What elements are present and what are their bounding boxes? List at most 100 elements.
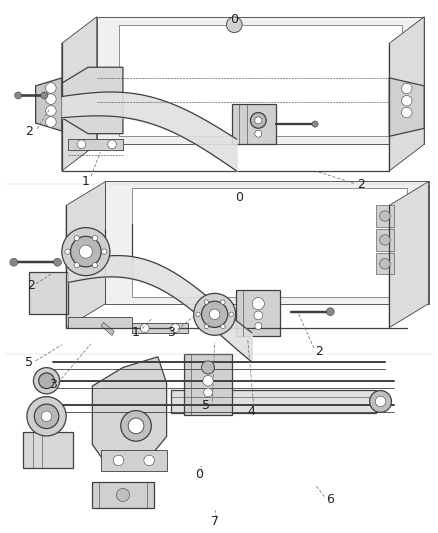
Circle shape — [113, 455, 124, 466]
Circle shape — [402, 83, 412, 94]
Polygon shape — [132, 324, 188, 333]
Circle shape — [62, 228, 110, 276]
Circle shape — [27, 397, 66, 436]
Circle shape — [312, 121, 318, 127]
Circle shape — [108, 140, 117, 149]
Polygon shape — [237, 290, 280, 336]
Polygon shape — [101, 322, 114, 336]
Circle shape — [255, 322, 262, 329]
Circle shape — [39, 373, 54, 389]
Circle shape — [402, 95, 412, 106]
Polygon shape — [232, 104, 276, 144]
Circle shape — [204, 388, 212, 397]
Circle shape — [71, 236, 101, 267]
Circle shape — [128, 418, 144, 434]
Polygon shape — [389, 17, 424, 171]
Circle shape — [251, 112, 266, 128]
Polygon shape — [376, 229, 394, 251]
Text: 0: 0 — [195, 469, 203, 481]
Circle shape — [41, 92, 48, 99]
Circle shape — [33, 368, 60, 394]
Circle shape — [65, 249, 70, 254]
Polygon shape — [376, 253, 394, 274]
Circle shape — [117, 488, 130, 502]
Polygon shape — [184, 354, 232, 415]
Text: 4: 4 — [248, 405, 256, 417]
Polygon shape — [389, 78, 424, 136]
Circle shape — [375, 396, 386, 407]
Circle shape — [380, 259, 390, 269]
Circle shape — [121, 410, 151, 441]
Text: 7: 7 — [211, 515, 219, 528]
Circle shape — [46, 106, 56, 116]
Circle shape — [380, 235, 390, 245]
Polygon shape — [171, 390, 376, 413]
Circle shape — [204, 300, 208, 304]
Circle shape — [203, 375, 213, 386]
Text: 2: 2 — [315, 345, 323, 358]
Polygon shape — [101, 450, 166, 471]
Circle shape — [14, 92, 21, 99]
Circle shape — [254, 311, 263, 320]
Polygon shape — [106, 182, 428, 304]
Circle shape — [255, 130, 262, 137]
Text: 0: 0 — [235, 191, 243, 204]
Circle shape — [370, 391, 392, 413]
Text: 0: 0 — [230, 13, 238, 26]
Text: 6: 6 — [326, 492, 334, 506]
Circle shape — [226, 17, 242, 33]
Circle shape — [102, 249, 107, 254]
Polygon shape — [132, 188, 407, 297]
Circle shape — [46, 117, 56, 127]
Circle shape — [201, 301, 228, 327]
Polygon shape — [35, 78, 62, 131]
Circle shape — [402, 107, 412, 118]
Text: 1: 1 — [132, 326, 140, 340]
Polygon shape — [68, 317, 132, 328]
Circle shape — [41, 411, 52, 422]
Circle shape — [194, 293, 236, 335]
Circle shape — [10, 259, 18, 266]
Polygon shape — [29, 272, 68, 314]
Polygon shape — [389, 182, 428, 328]
Polygon shape — [62, 67, 123, 134]
Polygon shape — [23, 432, 73, 469]
Circle shape — [46, 83, 56, 93]
Circle shape — [53, 259, 61, 266]
Polygon shape — [119, 25, 403, 136]
Circle shape — [34, 404, 59, 429]
Circle shape — [74, 263, 79, 268]
Circle shape — [204, 325, 208, 329]
Text: 2: 2 — [25, 125, 33, 138]
Polygon shape — [62, 17, 97, 171]
Circle shape — [141, 324, 149, 333]
Text: 2: 2 — [357, 177, 365, 191]
Circle shape — [171, 324, 180, 333]
Text: 3: 3 — [49, 378, 57, 391]
Polygon shape — [376, 205, 394, 227]
Circle shape — [209, 309, 220, 320]
Text: 5: 5 — [202, 399, 210, 412]
Circle shape — [221, 300, 225, 304]
Circle shape — [201, 361, 215, 374]
Circle shape — [326, 308, 334, 316]
Circle shape — [252, 297, 265, 310]
Polygon shape — [68, 139, 123, 150]
Circle shape — [144, 455, 154, 466]
Circle shape — [79, 245, 92, 258]
Text: 2: 2 — [27, 279, 35, 292]
Polygon shape — [92, 357, 166, 463]
Polygon shape — [66, 182, 106, 328]
Polygon shape — [97, 17, 424, 144]
Circle shape — [74, 236, 79, 241]
Text: 1: 1 — [82, 175, 90, 188]
Circle shape — [196, 312, 200, 317]
Circle shape — [77, 140, 86, 149]
Circle shape — [255, 117, 262, 124]
Circle shape — [229, 312, 233, 317]
Circle shape — [92, 236, 98, 241]
Text: 5: 5 — [25, 356, 33, 369]
Polygon shape — [92, 482, 153, 508]
Text: 3: 3 — [167, 326, 175, 340]
Circle shape — [46, 94, 56, 104]
